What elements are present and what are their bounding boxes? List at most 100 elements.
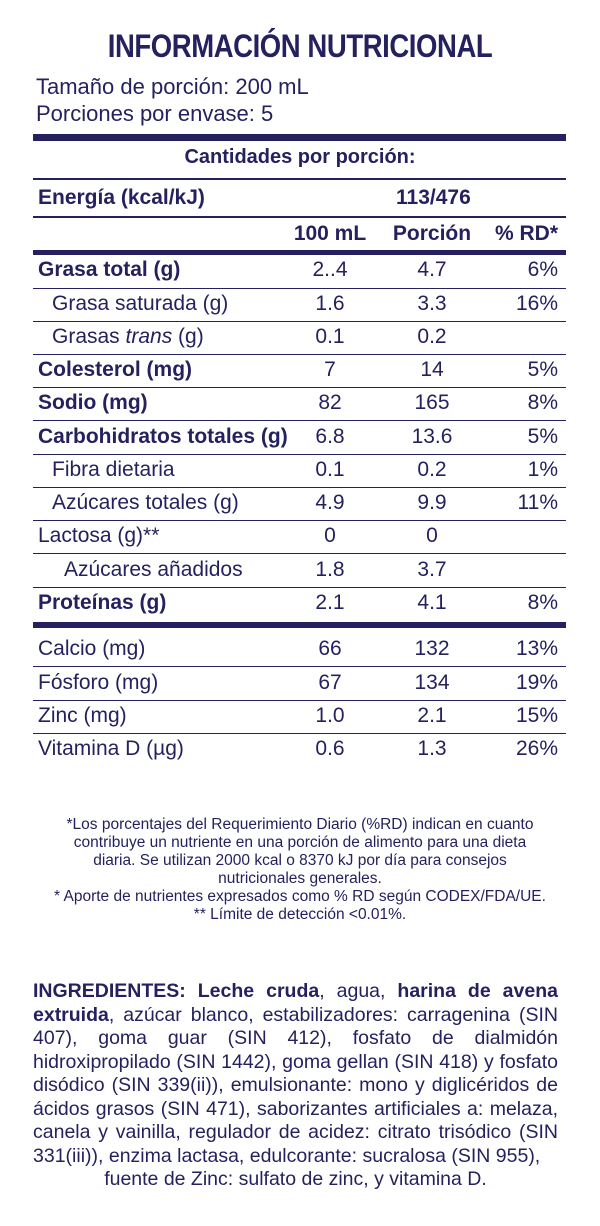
ingredients: INGREDIENTES: Leche cruda, agua, harina … bbox=[33, 980, 558, 1192]
footnotes: *Los porcentajes del Requerimiento Diari… bbox=[40, 816, 560, 924]
value-rd: 8% bbox=[527, 591, 558, 614]
value-rd: 8% bbox=[527, 391, 558, 414]
value-rd: 13% bbox=[515, 637, 558, 660]
footnote-line: *Los porcentajes del Requerimiento Diari… bbox=[66, 816, 534, 833]
value-rd: 6% bbox=[527, 258, 558, 281]
value-rd: 5% bbox=[527, 425, 558, 448]
ingredient-highlight: Leche cruda bbox=[197, 980, 320, 1002]
divider bbox=[33, 354, 566, 355]
value-portion: 14 bbox=[420, 358, 444, 381]
value-portion: 1.3 bbox=[417, 737, 447, 760]
divider bbox=[33, 178, 566, 180]
divider bbox=[33, 420, 566, 421]
label-italic: trans bbox=[125, 325, 173, 348]
value-portion: 134 bbox=[414, 671, 450, 694]
ingredients-text: , azúcar blanco, estabilizadores: carrag… bbox=[33, 1003, 558, 1167]
label-text: (g) bbox=[172, 325, 204, 348]
divider bbox=[33, 553, 566, 554]
value-per100: 82 bbox=[318, 391, 342, 414]
nutrient-label: Grasa saturada (g) bbox=[52, 292, 229, 315]
value-per100: 0.1 bbox=[315, 325, 345, 348]
divider bbox=[33, 288, 566, 289]
nutrient-label: Proteínas (g) bbox=[38, 591, 167, 614]
nutrient-label: Calcio (mg) bbox=[38, 637, 146, 660]
top-rule bbox=[33, 134, 566, 141]
energy-value: 113/476 bbox=[396, 186, 471, 209]
value-portion: 3.7 bbox=[417, 558, 447, 581]
divider bbox=[33, 321, 566, 322]
value-portion: 0 bbox=[426, 524, 438, 547]
value-per100: 1.0 bbox=[315, 704, 345, 727]
ingredients-text: , agua, bbox=[319, 980, 398, 1002]
thick-rule bbox=[33, 622, 566, 628]
thick-rule bbox=[33, 250, 566, 255]
value-portion: 0.2 bbox=[417, 325, 447, 348]
ingredients-last-line: fuente de Zinc: sulfato de zinc, y vitam… bbox=[104, 1168, 487, 1190]
label-text: Grasas bbox=[52, 325, 126, 348]
nutrient-label: Azúcares añadidos bbox=[64, 558, 243, 581]
value-per100: 7 bbox=[324, 358, 336, 381]
nutrient-label: Grasa total (g) bbox=[38, 258, 181, 281]
value-per100: 67 bbox=[318, 671, 342, 694]
value-per100: 2.1 bbox=[315, 591, 345, 614]
value-per100: 0.1 bbox=[315, 458, 345, 481]
column-header-rd: % RD* bbox=[494, 222, 558, 245]
value-portion: 13.6 bbox=[411, 425, 453, 448]
divider bbox=[33, 487, 566, 488]
ingredient-highlight: harina de avena extruida bbox=[33, 980, 558, 1026]
divider bbox=[33, 216, 566, 218]
value-portion: 3.3 bbox=[417, 292, 447, 315]
value-per100: 0 bbox=[324, 524, 336, 547]
energy-label: Energía (kcal/kJ) bbox=[38, 186, 205, 209]
value-portion: 165 bbox=[414, 391, 450, 414]
column-header-portion: Porción bbox=[392, 222, 472, 245]
value-per100: 1.8 bbox=[315, 558, 345, 581]
footnote-line: ** Límite de detección <0.01%. bbox=[193, 906, 407, 923]
divider bbox=[33, 733, 566, 734]
nutrient-label: Lactosa (g)** bbox=[38, 524, 160, 547]
divider bbox=[33, 387, 566, 388]
footnote-line: * Aporte de nutrientes expresados como %… bbox=[54, 888, 546, 905]
value-rd: 5% bbox=[527, 358, 558, 381]
amounts-header: Cantidades por porción: bbox=[184, 146, 416, 168]
nutrient-label: Sodio (mg) bbox=[38, 391, 148, 414]
value-rd: 11% bbox=[517, 491, 558, 514]
divider bbox=[33, 520, 566, 521]
servings-per-container: Porciones por envase: 5 bbox=[36, 101, 274, 126]
value-rd: 26% bbox=[515, 737, 558, 760]
value-portion: 9.9 bbox=[417, 491, 447, 514]
value-rd: 15% bbox=[515, 704, 558, 727]
footnote-line: diaria. Se utilizan 2000 kcal o 8370 kJ … bbox=[93, 852, 507, 869]
value-portion: 0.2 bbox=[417, 458, 447, 481]
value-portion: 4.7 bbox=[417, 258, 447, 281]
nutrient-label: Colesterol (mg) bbox=[38, 358, 193, 381]
divider bbox=[33, 666, 566, 667]
value-rd: 1% bbox=[527, 458, 558, 481]
value-per100: 6.8 bbox=[315, 425, 345, 448]
nutrient-label: Azúcares totales (g) bbox=[52, 491, 239, 514]
footnote-line: nutricionales generales. bbox=[218, 870, 382, 887]
panel-title: INFORMACIÓN NUTRICIONAL bbox=[107, 28, 493, 64]
divider bbox=[33, 700, 566, 701]
value-rd: 16% bbox=[515, 292, 558, 315]
divider bbox=[33, 587, 566, 588]
value-per100: 66 bbox=[318, 637, 342, 660]
nutrient-label: Fósforo (mg) bbox=[38, 671, 159, 694]
nutrient-label: Fibra dietaria bbox=[52, 458, 175, 481]
nutrient-label: Grasas trans (g) bbox=[52, 324, 204, 350]
column-header-per100: 100 mL bbox=[293, 222, 367, 245]
nutrient-label: Vitamina D (µg) bbox=[38, 737, 184, 760]
serving-size: Tamaño de porción: 200 mL bbox=[36, 74, 309, 99]
value-per100: 0.6 bbox=[315, 737, 345, 760]
footnote-line: contribuye un nutriente en una porción d… bbox=[73, 834, 527, 851]
nutrient-label: Zinc (mg) bbox=[38, 704, 127, 727]
value-rd: 19% bbox=[515, 671, 558, 694]
nutrient-label: Carbohidratos totales (g) bbox=[38, 425, 288, 448]
value-portion: 2.1 bbox=[417, 704, 447, 727]
divider bbox=[33, 454, 566, 455]
ingredients-label: INGREDIENTES: bbox=[33, 980, 186, 1002]
value-portion: 132 bbox=[414, 637, 450, 660]
value-per100: 2..4 bbox=[312, 258, 348, 281]
value-portion: 4.1 bbox=[417, 591, 447, 614]
value-per100: 4.9 bbox=[315, 491, 345, 514]
